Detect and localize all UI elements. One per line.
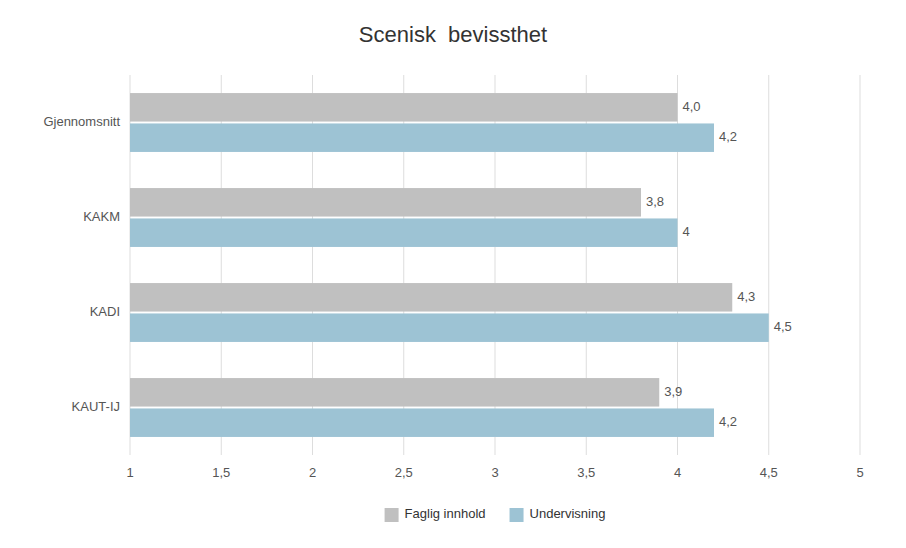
y-tick-label: KAUT-IJ	[72, 399, 120, 414]
bar	[130, 93, 678, 122]
chart-container: Scenisk bevissthet 1 1,5 2 2,5 3 3,5 4 4,5 5 KAUT-…	[0, 0, 906, 548]
data-label: 3,9	[664, 384, 682, 399]
x-tick-label: 2	[309, 465, 316, 480]
grid-line	[860, 75, 861, 455]
data-label: 4,5	[774, 319, 792, 334]
bar	[130, 188, 641, 217]
x-tick-label: 1	[126, 465, 133, 480]
y-tick-label: KAKM	[83, 209, 120, 224]
x-tick-label: 3,5	[577, 465, 595, 480]
data-label: 4,2	[719, 129, 737, 144]
legend: Faglig innhold Undervisning	[385, 506, 606, 522]
data-labels: 3,9 4,3 3,8 4,0 4,2 4,5 4 4,2	[646, 99, 792, 429]
data-label: 4	[683, 224, 690, 239]
title: Scenisk bevissthet	[359, 22, 547, 47]
bar	[130, 283, 732, 312]
x-tick-label: 4,5	[760, 465, 778, 480]
legend-swatch	[385, 508, 399, 522]
x-tick-label: 1,5	[212, 465, 230, 480]
bar	[130, 378, 659, 407]
x-tick-label: 4	[674, 465, 681, 480]
bar	[130, 408, 714, 437]
legend-item: Undervisning	[510, 506, 606, 522]
legend-item: Faglig innhold	[385, 506, 486, 522]
bar	[130, 313, 769, 342]
plot-area	[130, 75, 860, 455]
y-tick-label: KADI	[90, 304, 120, 319]
bar	[130, 123, 714, 152]
chart: Scenisk bevissthet 1 1,5 2 2,5 3 3,5 4 4,5 5 KAUT-…	[0, 0, 906, 548]
data-label: 4,3	[737, 289, 755, 304]
grid-line	[768, 75, 769, 455]
x-tick-label: 3	[491, 465, 498, 480]
x-tick-label: 5	[856, 465, 863, 480]
data-label: 4,0	[683, 99, 701, 114]
legend-swatch	[510, 508, 524, 522]
data-label: 3,8	[646, 194, 664, 209]
grid	[130, 75, 860, 455]
legend-label: Faglig innhold	[405, 506, 486, 521]
bars	[130, 93, 769, 437]
x-tick-label: 2,5	[395, 465, 413, 480]
y-tick-label: Gjennomsnitt	[43, 114, 120, 129]
bar	[130, 218, 678, 247]
data-label: 4,2	[719, 414, 737, 429]
legend-label: Undervisning	[530, 506, 606, 521]
